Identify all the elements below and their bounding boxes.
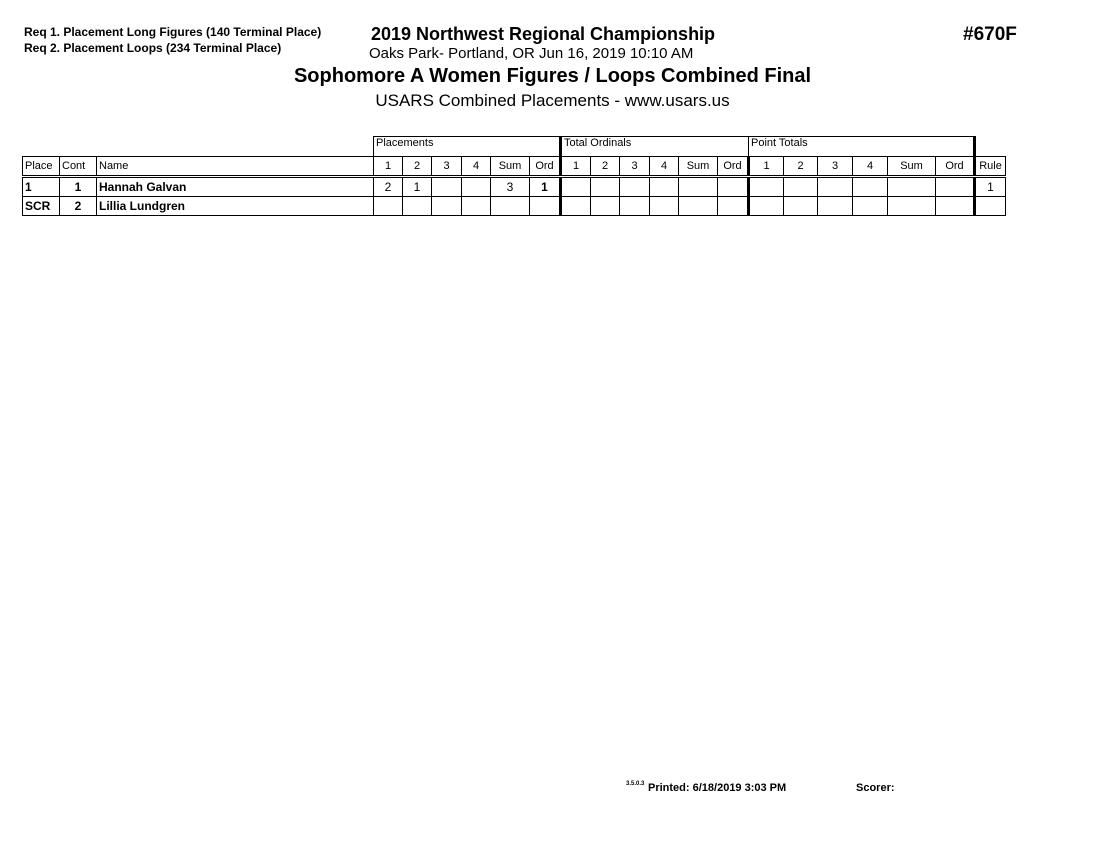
printed-date: Printed: 6/18/2019 3:03 PM bbox=[648, 782, 787, 794]
table-cell bbox=[678, 196, 718, 216]
table-cell bbox=[649, 176, 679, 197]
table-cell: 2 bbox=[373, 176, 403, 197]
table-cell bbox=[649, 196, 679, 216]
column-header: Sum bbox=[490, 156, 530, 178]
column-header: 2 bbox=[590, 156, 620, 178]
column-header: Ord bbox=[529, 156, 562, 178]
column-header: Ord bbox=[717, 156, 750, 178]
table-cell bbox=[560, 176, 591, 197]
blank bbox=[23, 137, 374, 157]
group-point-totals: Point Totals bbox=[748, 136, 976, 157]
location-line: Oaks Park- Portland, OR Jun 16, 2019 10:… bbox=[369, 45, 694, 62]
table-cell bbox=[887, 176, 936, 197]
event-number: #670F bbox=[963, 24, 1017, 45]
column-header: Sum bbox=[887, 156, 936, 178]
subtitle: USARS Combined Placements - www.usars.us bbox=[375, 91, 730, 110]
table-cell: 3 bbox=[490, 176, 530, 197]
table-cell: 1 bbox=[974, 176, 1006, 197]
table-cell bbox=[619, 196, 650, 216]
column-header: Sum bbox=[678, 156, 718, 178]
table-cell bbox=[974, 196, 1006, 216]
table-cell bbox=[748, 196, 784, 216]
column-header: 3 bbox=[817, 156, 853, 178]
table-row: SCR 2 Lillia Lundgren bbox=[22, 196, 1006, 216]
table-cell bbox=[529, 196, 562, 216]
blank bbox=[975, 137, 1006, 157]
column-header: 3 bbox=[619, 156, 650, 178]
requirement-2: Req 2. Placement Loops (234 Terminal Pla… bbox=[24, 41, 282, 55]
column-header: 1 bbox=[560, 156, 591, 178]
table-cell bbox=[590, 196, 620, 216]
group-header-row: Placements Total Ordinals Point Totals bbox=[23, 136, 1006, 157]
table-cell bbox=[717, 196, 750, 216]
table-cell bbox=[817, 176, 853, 197]
table-cell bbox=[461, 196, 491, 216]
table-cell bbox=[590, 176, 620, 197]
table-cell bbox=[373, 196, 403, 216]
group-placements: Placements bbox=[373, 136, 562, 157]
requirement-1: Req 1. Placement Long Figures (140 Termi… bbox=[24, 25, 322, 39]
column-header: 1 bbox=[748, 156, 784, 178]
table-cell bbox=[431, 196, 462, 216]
table-cell bbox=[817, 196, 853, 216]
table-cell bbox=[783, 176, 818, 197]
table-cell: 2 bbox=[59, 196, 97, 216]
column-header: 4 bbox=[461, 156, 491, 178]
results-table: Placements Total Ordinals Point Totals P… bbox=[22, 136, 1006, 216]
table-cell bbox=[461, 176, 491, 197]
table-cell: 1 bbox=[529, 176, 562, 197]
table-cell bbox=[560, 196, 591, 216]
event-title: 2019 Northwest Regional Championship bbox=[371, 24, 716, 44]
column-header: 2 bbox=[402, 156, 432, 178]
group-total-ordinals: Total Ordinals bbox=[560, 136, 749, 157]
table-cell bbox=[887, 196, 936, 216]
column-header: 3 bbox=[431, 156, 462, 178]
table-cell bbox=[490, 196, 530, 216]
table-cell bbox=[852, 196, 888, 216]
column-header: 1 bbox=[373, 156, 403, 178]
table-cell bbox=[402, 196, 432, 216]
column-header: Ord bbox=[935, 156, 976, 178]
column-header: Cont bbox=[59, 156, 97, 178]
table-cell: Hannah Galvan bbox=[96, 176, 374, 197]
table-cell: SCR bbox=[22, 196, 60, 216]
table-row: 1 1 Hannah Galvan 2 1 3 1 1 bbox=[22, 176, 1006, 197]
column-header: 4 bbox=[649, 156, 679, 178]
table-cell: 1 bbox=[22, 176, 60, 197]
table-cell bbox=[852, 176, 888, 197]
column-header: Name bbox=[96, 156, 374, 178]
contest-title: Sophomore A Women Figures / Loops Combin… bbox=[293, 65, 812, 87]
table-cell bbox=[717, 176, 750, 197]
version: 3.5.0.3 bbox=[626, 781, 645, 787]
table-cell: 1 bbox=[59, 176, 97, 197]
table-cell bbox=[748, 176, 784, 197]
table-cell bbox=[935, 196, 976, 216]
table-cell bbox=[678, 176, 718, 197]
table-cell bbox=[431, 176, 462, 197]
column-header: 4 bbox=[852, 156, 888, 178]
column-header: Place bbox=[22, 156, 60, 178]
column-header-row: Place Cont Name 1 2 3 4 Sum Ord 1 2 3 4 Sum Ord 1 2 3 4 Sum… bbox=[22, 156, 1006, 178]
table-cell bbox=[619, 176, 650, 197]
table-cell bbox=[783, 196, 818, 216]
table-cell: Lillia Lundgren bbox=[96, 196, 374, 216]
column-header: 2 bbox=[783, 156, 818, 178]
table-cell bbox=[935, 176, 976, 197]
table-cell: 1 bbox=[402, 176, 432, 197]
scorer-label: Scorer: bbox=[856, 782, 895, 794]
column-header: Rule bbox=[974, 156, 1006, 178]
